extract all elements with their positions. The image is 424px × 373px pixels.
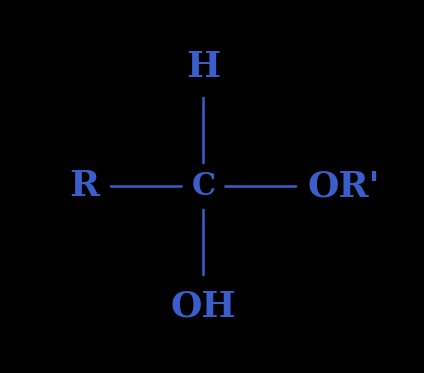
Text: OR': OR' [307, 169, 380, 204]
Text: H: H [187, 50, 220, 84]
Text: R: R [70, 169, 100, 204]
Text: OH: OH [171, 289, 236, 323]
Text: C: C [191, 171, 216, 202]
